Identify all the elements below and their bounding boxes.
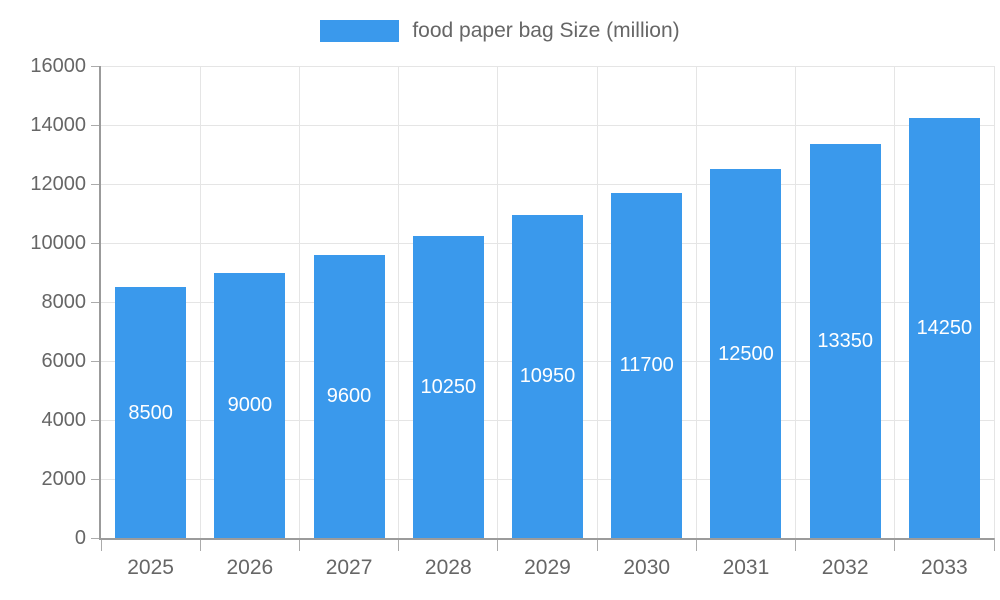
x-axis-tick: [795, 538, 797, 551]
x-gridline: [398, 66, 400, 538]
x-axis-tick: [894, 538, 896, 551]
legend-label: food paper bag Size (million): [412, 19, 680, 42]
x-gridline: [695, 66, 697, 538]
x-gridline: [497, 66, 499, 538]
x-axis-label: 2030: [623, 556, 671, 579]
x-gridline: [993, 66, 995, 538]
y-axis-label: 6000: [41, 350, 87, 372]
bar-2029[interactable]: [512, 214, 583, 538]
legend-swatch-icon: [320, 20, 400, 42]
x-axis-tick: [398, 538, 400, 551]
x-axis-label: 2032: [821, 556, 869, 579]
y-axis-label: 16000: [30, 55, 86, 77]
y-axis-label: 14000: [30, 114, 86, 136]
bar-value-label: 9600: [326, 385, 372, 408]
x-axis-label: 2033: [921, 556, 968, 579]
bar-2026[interactable]: [214, 272, 286, 538]
y-axis-label: 10000: [30, 232, 86, 254]
bar-2030[interactable]: [611, 192, 683, 538]
x-axis-tick: [695, 538, 697, 551]
x-gridline: [795, 66, 797, 538]
y-axis-label: 12000: [30, 173, 86, 195]
bar-value-label: 10250: [420, 375, 477, 398]
bar-2027[interactable]: [313, 254, 385, 538]
y-gridline: [101, 183, 994, 185]
x-axis-tick: [993, 538, 995, 551]
x-axis-tick: [199, 538, 201, 551]
y-axis-tick: [91, 360, 101, 362]
x-axis-tick: [596, 538, 598, 551]
bar-value-label: 9000: [227, 394, 273, 417]
x-gridline: [894, 66, 896, 538]
x-axis-label: 2028: [424, 556, 472, 579]
y-axis-label: 8000: [41, 291, 87, 313]
x-axis-label: 2029: [524, 556, 571, 579]
bar-value-label: 11700: [619, 354, 674, 377]
bar-2031[interactable]: [710, 169, 782, 538]
bar-2032[interactable]: [809, 144, 881, 538]
y-axis-line: [99, 66, 101, 538]
chart-legend[interactable]: food paper bag Size (million): [0, 18, 1000, 44]
x-axis-label: 2031: [722, 556, 770, 579]
bar-2025[interactable]: [115, 287, 187, 538]
x-gridline: [199, 66, 201, 538]
bar-value-label: 12500: [718, 342, 774, 365]
y-axis-tick: [91, 537, 101, 539]
x-axis-label: 2026: [226, 556, 274, 579]
bar-value-label: 14250: [916, 316, 973, 339]
x-axis-label: 2027: [325, 556, 373, 579]
x-axis-tick: [100, 538, 102, 551]
bar-value-label: 10950: [519, 365, 576, 388]
y-axis-label: 2000: [41, 468, 87, 490]
y-gridline: [101, 65, 994, 67]
y-axis-tick: [91, 124, 101, 126]
bar-value-label: 13350: [817, 330, 873, 353]
y-gridline: [101, 124, 994, 126]
y-axis-tick: [91, 301, 101, 303]
x-axis-tick: [497, 538, 499, 551]
bar-value-label: 8500: [128, 401, 173, 424]
y-axis-tick: [91, 65, 101, 67]
x-axis-label: 2025: [127, 556, 174, 579]
x-axis-tick: [298, 538, 300, 551]
x-axis-line: [99, 538, 994, 540]
y-axis-tick: [91, 242, 101, 244]
x-gridline: [298, 66, 300, 538]
y-axis-tick: [91, 419, 101, 421]
y-axis-tick: [91, 183, 101, 185]
bar-2028[interactable]: [412, 235, 484, 538]
y-axis-label: 0: [74, 527, 86, 549]
y-axis-tick: [91, 478, 101, 480]
x-gridline: [596, 66, 598, 538]
bar-2033[interactable]: [908, 117, 980, 538]
y-axis-label: 4000: [41, 409, 87, 431]
